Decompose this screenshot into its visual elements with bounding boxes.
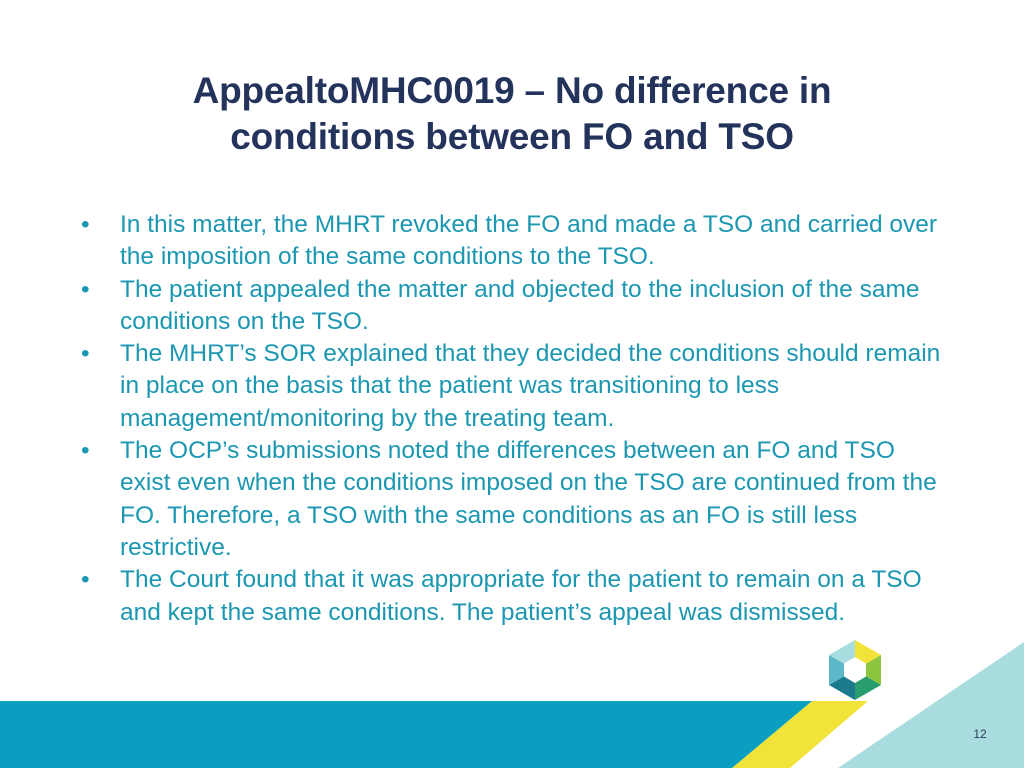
bullet-text: The MHRT’s SOR explained that they decid… [120, 340, 941, 432]
slide-title: AppealtoMHC0019 – No difference in condi… [112, 68, 912, 160]
bullet-item: • The patient appealed the matter and ob… [78, 274, 948, 339]
bullet-text: In this matter, the MHRT revoked the FO … [120, 211, 938, 271]
slide-title-line-1: AppealtoMHC0019 – No difference in [192, 70, 832, 111]
bullet-dot: • [81, 566, 90, 594]
bullet-item: • The OCP’s submissions noted the differ… [78, 435, 948, 564]
bullet-text: The OCP’s submissions noted the differen… [120, 437, 937, 561]
footer-teal-band [0, 701, 812, 768]
page-number: 12 [973, 727, 987, 741]
footer-lightblue-shape [838, 642, 1024, 768]
bullet-item: • In this matter, the MHRT revoked the F… [78, 209, 948, 274]
bullet-dot: • [81, 275, 90, 303]
bullet-text: The patient appealed the matter and obje… [120, 275, 920, 335]
hexagon-logo-icon [829, 640, 881, 700]
bullet-text: The Court found that it was appropriate … [120, 566, 922, 626]
bullet-list: • In this matter, the MHRT revoked the F… [78, 209, 948, 629]
bullet-dot: • [81, 340, 90, 368]
bullet-dot: • [81, 437, 90, 465]
bullet-dot: • [81, 211, 90, 238]
slide-title-line-2: conditions between FO and TSO [230, 116, 794, 157]
footer-yellow-band [732, 701, 868, 768]
bullet-item: • The Court found that it was appropriat… [78, 564, 948, 629]
bullet-item: • The MHRT’s SOR explained that they dec… [78, 338, 948, 435]
